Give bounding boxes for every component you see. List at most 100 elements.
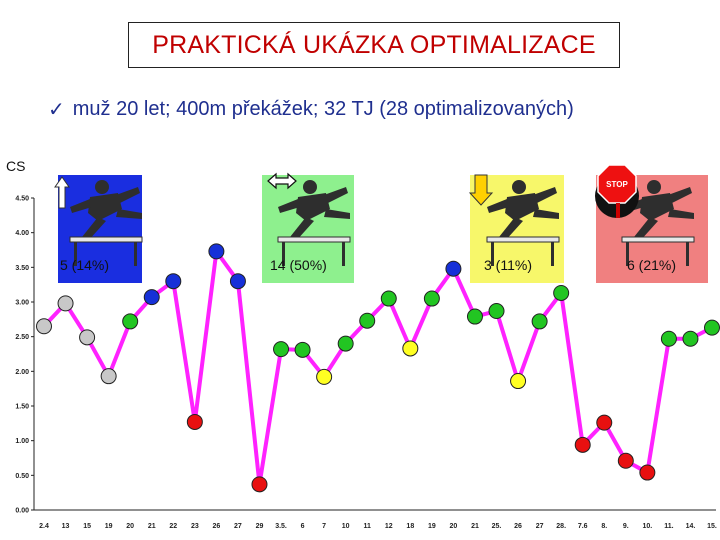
- x-tick-label: 27: [536, 523, 544, 530]
- data-point: [100, 368, 117, 385]
- x-tick-label: 14.: [686, 523, 696, 530]
- data-point: [488, 303, 505, 320]
- hurdle-bar: [69, 236, 143, 243]
- hurdle-bar: [486, 236, 560, 243]
- x-tick-label: 3.5.: [275, 523, 287, 530]
- x-tick-label: 7.6: [578, 523, 588, 530]
- data-point: [36, 318, 52, 335]
- x-tick-label: 26: [212, 523, 220, 530]
- data-point: [682, 330, 699, 347]
- hurdle-post: [686, 242, 689, 266]
- hurdle-post: [491, 242, 494, 266]
- panel-label: 5 (14%): [60, 257, 109, 273]
- data-point: [553, 284, 570, 301]
- data-point: [510, 373, 527, 390]
- hurdler-leg: [533, 209, 559, 219]
- x-tick-label: 26: [514, 523, 522, 530]
- hurdle-bar: [621, 236, 695, 243]
- x-tick-label: 2.4: [39, 523, 49, 530]
- x-tick-label: 28.: [556, 523, 566, 530]
- hurdler-arm: [487, 199, 509, 213]
- x-tick-label: 18: [406, 523, 414, 530]
- x-tick-label: 19: [105, 523, 113, 530]
- x-tick-label: 7: [322, 523, 326, 530]
- data-point: [273, 341, 290, 358]
- y-tick-label: 0.50: [15, 473, 29, 480]
- data-point: [316, 368, 333, 385]
- y-axis-label: CS: [6, 158, 26, 174]
- hurdler-arm: [278, 199, 300, 213]
- data-point: [531, 313, 548, 330]
- hurdler-torso: [505, 193, 539, 221]
- x-tick-label: 11.: [664, 523, 673, 530]
- y-tick-label: 2.50: [15, 334, 29, 341]
- hurdler-arm: [116, 187, 140, 203]
- data-point: [380, 290, 397, 307]
- x-tick-label: 12: [385, 523, 393, 530]
- x-tick-label: 8.: [601, 523, 607, 530]
- hurdler-arm: [324, 187, 348, 203]
- x-tick-label: 9.: [623, 523, 629, 530]
- category-panel: [58, 175, 143, 283]
- data-point: [423, 290, 440, 307]
- series-line: [42, 249, 713, 487]
- y-tick-label: 1.00: [15, 438, 29, 445]
- x-tick-label: 20: [126, 523, 134, 530]
- stop-sign-icon: [595, 164, 639, 218]
- x-tick-label: 13: [62, 523, 70, 530]
- x-tick-label: 22: [169, 523, 177, 530]
- hurdle-bar: [277, 236, 351, 243]
- x-tick-label: 11: [364, 523, 372, 530]
- x-tick-label: 27: [234, 523, 242, 530]
- y-tick-label: 4.50: [15, 196, 29, 203]
- up-arrow-icon: [54, 176, 70, 209]
- down-arrow-icon: [468, 174, 494, 206]
- data-point: [574, 436, 591, 453]
- data-point: [402, 340, 419, 357]
- x-tick-label: 19: [428, 523, 436, 530]
- x-tick-label: 10.: [642, 523, 652, 530]
- hurdle-post: [74, 242, 77, 266]
- data-point: [596, 414, 613, 431]
- data-point: [337, 335, 354, 352]
- hurdle-post: [282, 242, 285, 266]
- hurdler-leg: [668, 209, 694, 219]
- hurdle-post: [626, 242, 629, 266]
- panel-label: 6 (21%): [627, 257, 676, 273]
- panel-label: 14 (50%): [270, 257, 327, 273]
- hurdler-head: [512, 180, 526, 194]
- x-tick-label: 23: [191, 523, 199, 530]
- y-tick-label: 3.50: [15, 265, 29, 272]
- hurdler-leg: [324, 209, 350, 219]
- data-point: [251, 476, 268, 493]
- x-tick-label: 20: [450, 523, 458, 530]
- double-arrow-icon: [267, 172, 297, 190]
- check-icon: ✓: [48, 98, 65, 121]
- y-tick-label: 2.00: [15, 369, 29, 376]
- y-tick-label: 3.00: [15, 300, 29, 307]
- data-point: [208, 243, 225, 260]
- hurdler-arm: [70, 199, 92, 213]
- data-point: [229, 273, 246, 290]
- x-tick-label: 15: [83, 523, 91, 530]
- hurdler-torso: [640, 193, 674, 221]
- hurdler-arm: [533, 187, 557, 203]
- data-point: [466, 308, 483, 325]
- data-point: [445, 260, 462, 277]
- hurdler-leg: [290, 217, 314, 241]
- data-point: [165, 273, 182, 290]
- x-tick-label: 25.: [492, 523, 502, 530]
- subtitle-text: muž 20 let; 400m překážek; 32 TJ (28 opt…: [72, 97, 574, 120]
- data-point: [704, 319, 720, 336]
- hurdler-leg: [499, 217, 523, 241]
- slide-subtitle: ✓ muž 20 let; 400m překážek; 32 TJ (28 o…: [48, 94, 688, 124]
- data-point: [57, 295, 74, 312]
- hurdler-leg: [82, 217, 106, 241]
- y-tick-label: 1.50: [15, 404, 29, 411]
- x-tick-label: 6: [301, 523, 305, 530]
- data-point: [639, 464, 656, 481]
- y-tick-label: 4.00: [15, 230, 29, 237]
- slide-title: PRAKTICKÁ UKÁZKA OPTIMALIZACE: [128, 22, 620, 68]
- hurdler-head: [303, 180, 317, 194]
